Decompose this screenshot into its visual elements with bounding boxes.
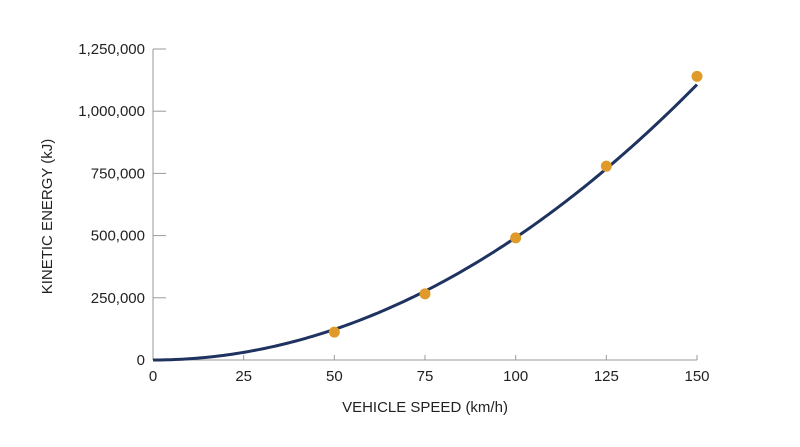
x-tick-label: 25	[235, 368, 252, 385]
energy-curve	[152, 83, 699, 362]
x-tick-label: 125	[594, 368, 619, 385]
data-point	[600, 160, 612, 172]
data-point	[328, 326, 340, 338]
data-point	[691, 70, 703, 82]
y-tick-label: 250,000	[91, 290, 145, 307]
data-point	[510, 232, 522, 244]
y-axis-ticks: 0 250,000 500,000 750,000 1,000,000 1,250,000	[78, 41, 166, 369]
y-tick-label: 1,250,000	[78, 41, 145, 58]
x-axis-title: VEHICLE SPEED (km/h)	[342, 399, 508, 416]
axes	[152, 49, 697, 361]
y-tick-label: 500,000	[91, 228, 145, 245]
y-tick-label: 0	[137, 352, 145, 369]
y-tick-label: 1,000,000	[78, 103, 145, 120]
data-point	[419, 288, 431, 300]
y-axis-title: KINETIC ENERGY (kJ)	[39, 139, 56, 295]
x-tick-label: 0	[149, 368, 157, 385]
x-tick-label: 75	[417, 368, 434, 385]
y-tick-label: 750,000	[91, 165, 145, 182]
x-tick-label: 100	[503, 368, 528, 385]
x-tick-label: 50	[326, 368, 343, 385]
x-axis-ticks: 0 25 50 75 100 125 150	[149, 355, 710, 385]
data-points	[328, 70, 703, 338]
x-tick-label: 150	[684, 368, 709, 385]
